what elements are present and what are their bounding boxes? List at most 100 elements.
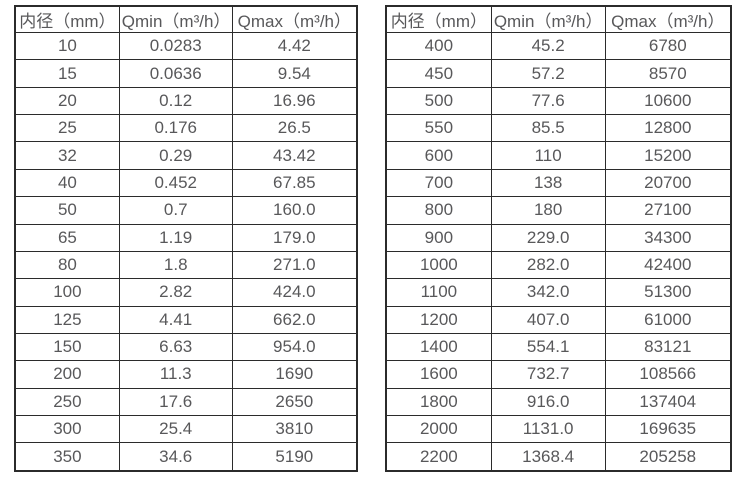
table-cell: 150: [14, 332, 120, 362]
table-cell: 2650: [231, 387, 358, 417]
table-cell: 350: [14, 442, 120, 472]
table-cell: 700: [385, 168, 492, 198]
table-row: 50 0.7 160.0: [14, 196, 358, 225]
table-row: 2000 1131.0 169635: [385, 415, 732, 444]
table-cell: 200: [14, 360, 120, 389]
table-cell: 5190: [231, 442, 358, 472]
table-cell: 34.6: [118, 442, 233, 472]
table-cell: 11.3: [118, 360, 233, 389]
table-cell: 42400: [604, 250, 732, 280]
table-row: 32 0.29 43.42: [14, 141, 358, 170]
table-cell: 50: [14, 196, 120, 225]
table-cell: 100: [14, 278, 120, 307]
table-cell: 12800: [604, 114, 732, 143]
table-cell: 400: [385, 31, 492, 61]
col-header-qmax: Qmax（m³/h）: [231, 5, 358, 33]
table-row: 125 4.41 662.0: [14, 305, 358, 334]
table-cell: 25: [14, 114, 120, 143]
table-cell: 17.6: [118, 387, 233, 417]
table-cell: 180: [490, 196, 606, 225]
header-row: 内径（mm） Qmin（m³/h） Qmax（m³/h）: [385, 5, 732, 33]
table-cell: 282.0: [490, 250, 606, 280]
table-row: 65 1.19 179.0: [14, 223, 358, 252]
table-cell: 43.42: [231, 141, 358, 170]
table-row: 2200 1368.4 205258: [385, 442, 732, 472]
table-cell: 2.82: [118, 278, 233, 307]
table-cell: 15200: [604, 141, 732, 170]
table-cell: 34300: [604, 223, 732, 252]
flow-table-small-diameters: 内径（mm） Qmin（m³/h） Qmax（m³/h） 10 0.0283 4.4…: [14, 5, 358, 472]
table-row: 25 0.176 26.5: [14, 114, 358, 143]
table-cell: 2000: [385, 415, 492, 444]
table-cell: 0.452: [118, 168, 233, 198]
table-cell: 342.0: [490, 278, 606, 307]
table-cell: 110: [490, 141, 606, 170]
table-row: 1200 407.0 61000: [385, 305, 732, 334]
table-cell: 1131.0: [490, 415, 606, 444]
table-cell: 4.41: [118, 305, 233, 334]
table-cell: 83121: [604, 332, 732, 362]
table-cell: 1.8: [118, 250, 233, 280]
table-row: 80 1.8 271.0: [14, 250, 358, 280]
table-cell: 125: [14, 305, 120, 334]
table-cell: 1200: [385, 305, 492, 334]
table-cell: 732.7: [490, 360, 606, 389]
table-cell: 1690: [231, 360, 358, 389]
table-cell: 0.0283: [118, 31, 233, 61]
table-cell: 1.19: [118, 223, 233, 252]
table-cell: 0.7: [118, 196, 233, 225]
col-header-inner-diameter: 内径（mm）: [385, 5, 492, 33]
table-cell: 1368.4: [490, 442, 606, 472]
table-cell: 916.0: [490, 387, 606, 417]
table-row: 250 17.6 2650: [14, 387, 358, 417]
table-cell: 0.29: [118, 141, 233, 170]
table-row: 350 34.6 5190: [14, 442, 358, 472]
table-cell: 554.1: [490, 332, 606, 362]
table-cell: 169635: [604, 415, 732, 444]
table-cell: 1600: [385, 360, 492, 389]
table-row: 800 180 27100: [385, 196, 732, 225]
col-header-qmin: Qmin（m³/h）: [118, 5, 233, 33]
table-row: 300 25.4 3810: [14, 415, 358, 444]
table-cell: 550: [385, 114, 492, 143]
table-cell: 0.12: [118, 86, 233, 116]
table-cell: 4.42: [231, 31, 358, 61]
table-row: 550 85.5 12800: [385, 114, 732, 143]
table-cell: 20: [14, 86, 120, 116]
table-cell: 65: [14, 223, 120, 252]
table-row: 400 45.2 6780: [385, 31, 732, 61]
table-cell: 45.2: [490, 31, 606, 61]
table-cell: 800: [385, 196, 492, 225]
table-row: 1100 342.0 51300: [385, 278, 732, 307]
table-cell: 77.6: [490, 86, 606, 116]
table-cell: 137404: [604, 387, 732, 417]
table-row: 450 57.2 8570: [385, 59, 732, 88]
table-cell: 27100: [604, 196, 732, 225]
table-cell: 271.0: [231, 250, 358, 280]
table-cell: 954.0: [231, 332, 358, 362]
table-row: 600 110 15200: [385, 141, 732, 170]
table-row: 100 2.82 424.0: [14, 278, 358, 307]
table-body: 400 45.2 6780 450 57.2 8570 500 77.6 10600 550 85.…: [385, 31, 732, 472]
flow-table-large-diameters: 内径（mm） Qmin（m³/h） Qmax（m³/h） 400 45.2 6780…: [385, 5, 732, 472]
table-cell: 662.0: [231, 305, 358, 334]
table-cell: 51300: [604, 278, 732, 307]
table-cell: 424.0: [231, 278, 358, 307]
table-cell: 300: [14, 415, 120, 444]
table-cell: 57.2: [490, 59, 606, 88]
table-body: 10 0.0283 4.42 15 0.0636 9.54 20 0.12 16.96 25 0.1…: [14, 31, 358, 472]
table-cell: 40: [14, 168, 120, 198]
table-cell: 160.0: [231, 196, 358, 225]
table-cell: 25.4: [118, 415, 233, 444]
table-cell: 15: [14, 59, 120, 88]
table-row: 10 0.0283 4.42: [14, 31, 358, 61]
table-cell: 138: [490, 168, 606, 198]
table-cell: 900: [385, 223, 492, 252]
table-cell: 6.63: [118, 332, 233, 362]
table-cell: 20700: [604, 168, 732, 198]
table-cell: 1400: [385, 332, 492, 362]
table-cell: 0.0636: [118, 59, 233, 88]
table-cell: 0.176: [118, 114, 233, 143]
table-cell: 9.54: [231, 59, 358, 88]
